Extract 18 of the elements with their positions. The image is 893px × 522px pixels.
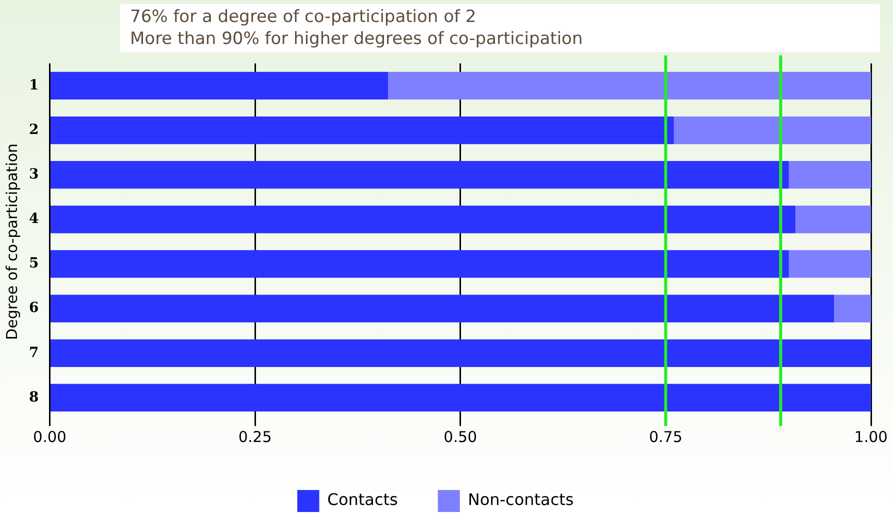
y-tick-label: 4 [28,211,39,228]
x-tick-label: 1.00 [854,428,888,446]
y-tick-label: 3 [28,166,39,182]
text: More than 90% for higher degrees of co-participation [130,28,584,50]
y-axis-title: Degree of co-participation [2,143,21,340]
x-tick-label: 0.75 [648,428,682,446]
y-tick-label: 7 [28,344,39,361]
legend-label: Non-contacts [468,490,574,510]
y-tick-label: 8 [28,389,39,406]
y-tick-label: 1 [28,77,39,94]
text: 76% for a degree of co-participation of 2 [130,6,478,28]
legend-label: Contacts [327,490,398,510]
y-tick-label: 2 [28,122,39,138]
x-tick-label: 0.25 [238,428,272,446]
x-tick-label: 0.50 [444,428,478,446]
y-tick-label: 6 [28,300,39,316]
y-tick-label: 5 [28,256,39,272]
x-tick-label: 0.00 [33,428,66,446]
